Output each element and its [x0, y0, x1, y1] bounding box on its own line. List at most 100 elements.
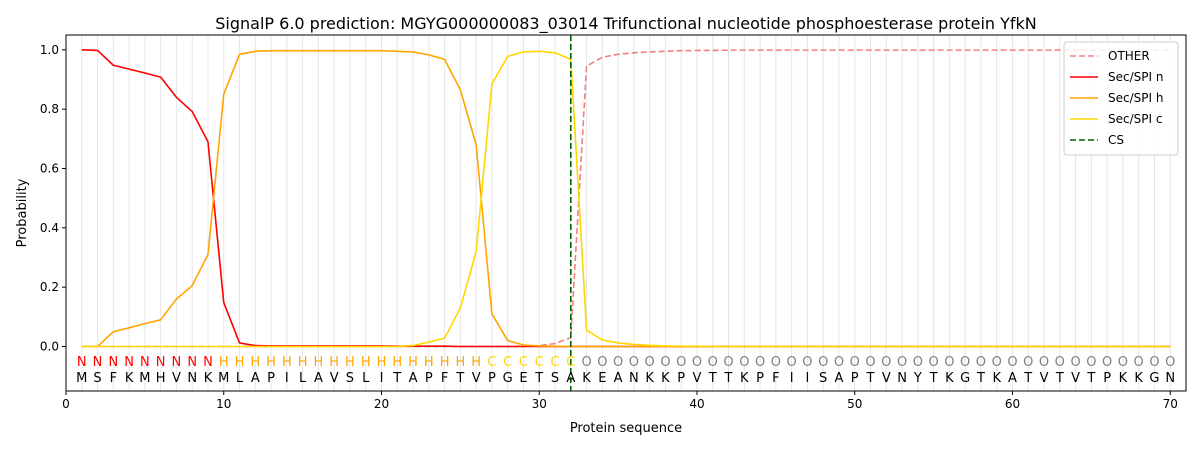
region-label: H — [282, 355, 292, 370]
residue-label: K — [740, 371, 749, 386]
series-line-sec-spi-c — [81, 50, 1171, 348]
region-label: H — [314, 355, 324, 370]
region-label: N — [93, 355, 103, 370]
region-label: O — [1007, 355, 1017, 370]
region-label: H — [235, 355, 245, 370]
residue-label: E — [598, 371, 606, 386]
residue-label: T — [929, 371, 938, 386]
region-label: O — [1134, 355, 1144, 370]
residue-label: P — [756, 371, 764, 386]
residue-label: A — [614, 371, 623, 386]
region-label: N — [156, 355, 166, 370]
region-label: C — [535, 355, 544, 370]
x-tick-label: 30 — [532, 397, 547, 411]
residue-label: A — [409, 371, 418, 386]
residue-label: M — [218, 371, 229, 386]
residue-label: P — [677, 371, 685, 386]
residue-label: I — [790, 371, 794, 386]
residue-label: A — [314, 371, 323, 386]
residue-label: Y — [913, 371, 922, 386]
region-label: O — [645, 355, 655, 370]
residue-label: P — [425, 371, 433, 386]
region-label: O — [629, 355, 639, 370]
residue-label: K — [204, 371, 213, 386]
series-line-other — [81, 49, 1171, 348]
region-label: O — [1165, 355, 1175, 370]
sequence-labels: NMNSNFNKNMNHNVNNNKHMHLHAHPHIHLHAHVHSHLHI… — [76, 355, 1175, 386]
region-label: H — [408, 355, 418, 370]
y-tick-label: 0.8 — [40, 102, 59, 116]
region-label: C — [550, 355, 559, 370]
residue-label: V — [330, 371, 339, 386]
residue-label: I — [285, 371, 289, 386]
residue-label: T — [1023, 371, 1032, 386]
region-label: N — [172, 355, 182, 370]
residue-label: T — [392, 371, 401, 386]
residue-label: K — [661, 371, 670, 386]
residue-label: K — [645, 371, 654, 386]
residue-label: K — [1119, 371, 1128, 386]
region-label: O — [913, 355, 923, 370]
residue-label: T — [866, 371, 875, 386]
residue-label: N — [187, 371, 197, 386]
region-label: O — [992, 355, 1002, 370]
residue-label: S — [93, 371, 101, 386]
residue-label: T — [976, 371, 985, 386]
region-label: O — [944, 355, 954, 370]
legend-label-sec-spi-h: Sec/SPI h — [1108, 91, 1163, 105]
region-label: O — [597, 355, 607, 370]
plot-layer — [81, 35, 1171, 391]
region-label: O — [976, 355, 986, 370]
region-label: H — [361, 355, 371, 370]
region-label: H — [345, 355, 355, 370]
region-label: H — [266, 355, 276, 370]
residue-label: N — [1165, 371, 1175, 386]
legend: OTHER Sec/SPI n Sec/SPI h Sec/SPI c CS — [1063, 41, 1179, 156]
region-label: O — [850, 355, 860, 370]
y-tick-label: 0.6 — [40, 162, 59, 176]
region-label: H — [424, 355, 434, 370]
y-tick-label: 0.4 — [40, 221, 59, 235]
residue-label: K — [582, 371, 591, 386]
grid-layer — [81, 35, 1171, 391]
residue-label: K — [125, 371, 134, 386]
x-tick-label: 0 — [62, 397, 70, 411]
x-tick-label: 20 — [374, 397, 389, 411]
residue-label: I — [380, 371, 384, 386]
y-tick-label: 0.0 — [40, 340, 59, 354]
residue-label: P — [488, 371, 496, 386]
region-label: N — [140, 355, 150, 370]
residue-label: N — [897, 371, 907, 386]
region-label: O — [1055, 355, 1065, 370]
region-label: O — [660, 355, 670, 370]
residue-label: A — [566, 371, 575, 386]
residue-label: P — [1103, 371, 1111, 386]
region-label: O — [1118, 355, 1128, 370]
series-line-sec-spi-n — [81, 49, 1171, 348]
region-label: O — [1039, 355, 1049, 370]
x-tick-label: 70 — [1163, 397, 1178, 411]
region-label: N — [124, 355, 134, 370]
residue-label: A — [251, 371, 260, 386]
y-tick-label: 1.0 — [40, 43, 59, 57]
legend-label-cs: CS — [1108, 133, 1124, 147]
residue-label: A — [835, 371, 844, 386]
region-label: C — [566, 355, 575, 370]
plot-frame — [65, 34, 1187, 392]
region-label: N — [187, 355, 197, 370]
residue-label: M — [139, 371, 150, 386]
residue-label: L — [299, 371, 307, 386]
residue-label: V — [172, 371, 181, 386]
region-label: O — [739, 355, 749, 370]
residue-label: S — [551, 371, 559, 386]
residue-label: P — [267, 371, 275, 386]
region-label: O — [818, 355, 828, 370]
residue-label: T — [708, 371, 717, 386]
residue-label: T — [1086, 371, 1095, 386]
region-label: O — [613, 355, 623, 370]
region-label: H — [392, 355, 402, 370]
region-label: O — [960, 355, 970, 370]
residue-label: F — [441, 371, 448, 386]
residue-label: V — [1071, 371, 1080, 386]
residue-label: T — [1055, 371, 1064, 386]
